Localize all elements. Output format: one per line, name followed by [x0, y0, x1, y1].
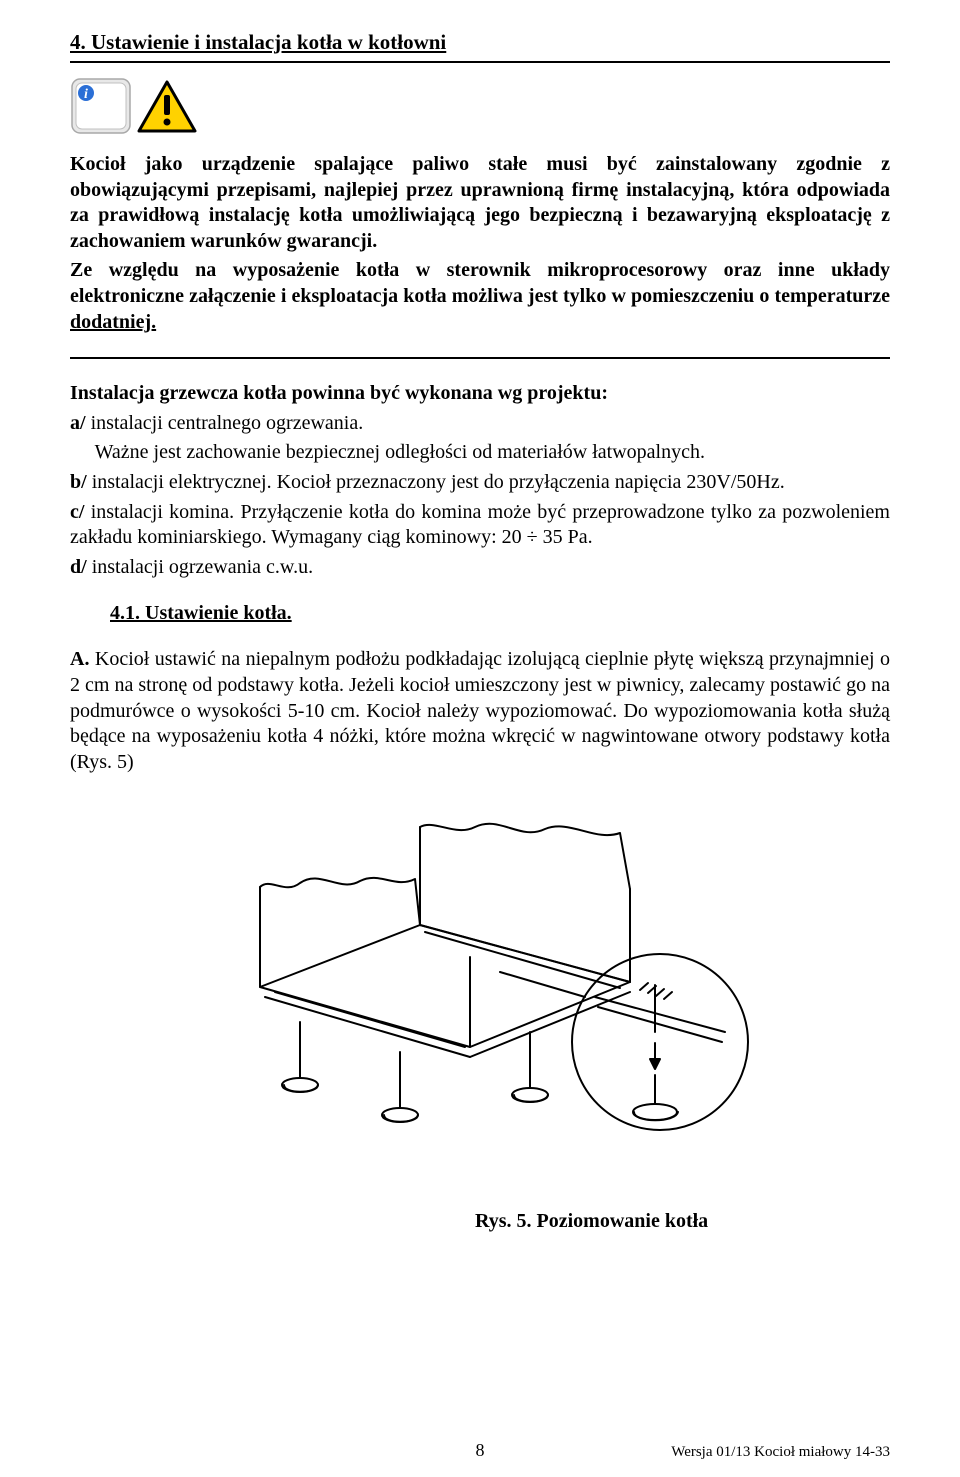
figure-5 — [70, 797, 890, 1182]
figure-5-caption: Rys. 5. Poziomowanie kotła — [475, 1210, 890, 1233]
paragraph-1: Kocioł jako urządzenie spalające paliwo … — [70, 152, 890, 254]
b-label: b/ — [70, 471, 87, 493]
c-label: c/ — [70, 501, 84, 523]
d-text: instalacji ogrzewania c.w.u. — [87, 556, 313, 578]
version-label: Wersja 01/13 Kocioł miałowy 14-33 — [671, 1444, 890, 1461]
paragraph-2: Ze względu na wyposażenie kotła w sterow… — [70, 258, 890, 335]
A-label: A. — [70, 648, 89, 670]
divider-bottom — [70, 357, 890, 359]
para2-part-a: Ze względu na wyposażenie kotła w sterow… — [70, 259, 890, 307]
section-4-heading: 4. Ustawienie i instalacja kotła w kotło… — [70, 30, 890, 55]
item-c: c/ instalacji komina. Przyłączenie kotła… — [70, 500, 890, 551]
para2-underlined: dodatniej. — [70, 311, 156, 333]
warning-icon — [136, 79, 198, 140]
a-text-1: instalacji centralnego ogrzewania. — [86, 412, 364, 434]
subsection-4-1-heading: 4.1. Ustawienie kotła. — [110, 602, 890, 625]
item-b: b/ instalacji elektrycznej. Kocioł przez… — [70, 470, 890, 496]
c-text: instalacji komina. Przyłączenie kotła do… — [70, 501, 890, 549]
svg-text:i: i — [84, 87, 88, 102]
page-footer: 8 Wersja 01/13 Kocioł miałowy 14-33 — [70, 1444, 890, 1461]
b-text: instalacji elektrycznej. Kocioł przeznac… — [87, 471, 785, 493]
page-number: 8 — [476, 1440, 485, 1461]
item-d: d/ instalacji ogrzewania c.w.u. — [70, 555, 890, 581]
item-a: a/ instalacji centralnego ogrzewania. — [70, 411, 890, 437]
A-text: Kocioł ustawić na niepalnym podłożu podk… — [70, 648, 890, 772]
paragraph-A: A. Kocioł ustawić na niepalnym podłożu p… — [70, 647, 890, 775]
divider-top — [70, 61, 890, 63]
a-text-2: Ważne jest zachowanie bezpiecznej odległ… — [70, 440, 890, 466]
a-label: a/ — [70, 412, 86, 434]
d-label: d/ — [70, 556, 87, 578]
icon-row: i — [70, 77, 890, 140]
info-icon: i — [70, 77, 132, 140]
installation-heading: Instalacja grzewcza kotła powinna być wy… — [70, 381, 890, 407]
